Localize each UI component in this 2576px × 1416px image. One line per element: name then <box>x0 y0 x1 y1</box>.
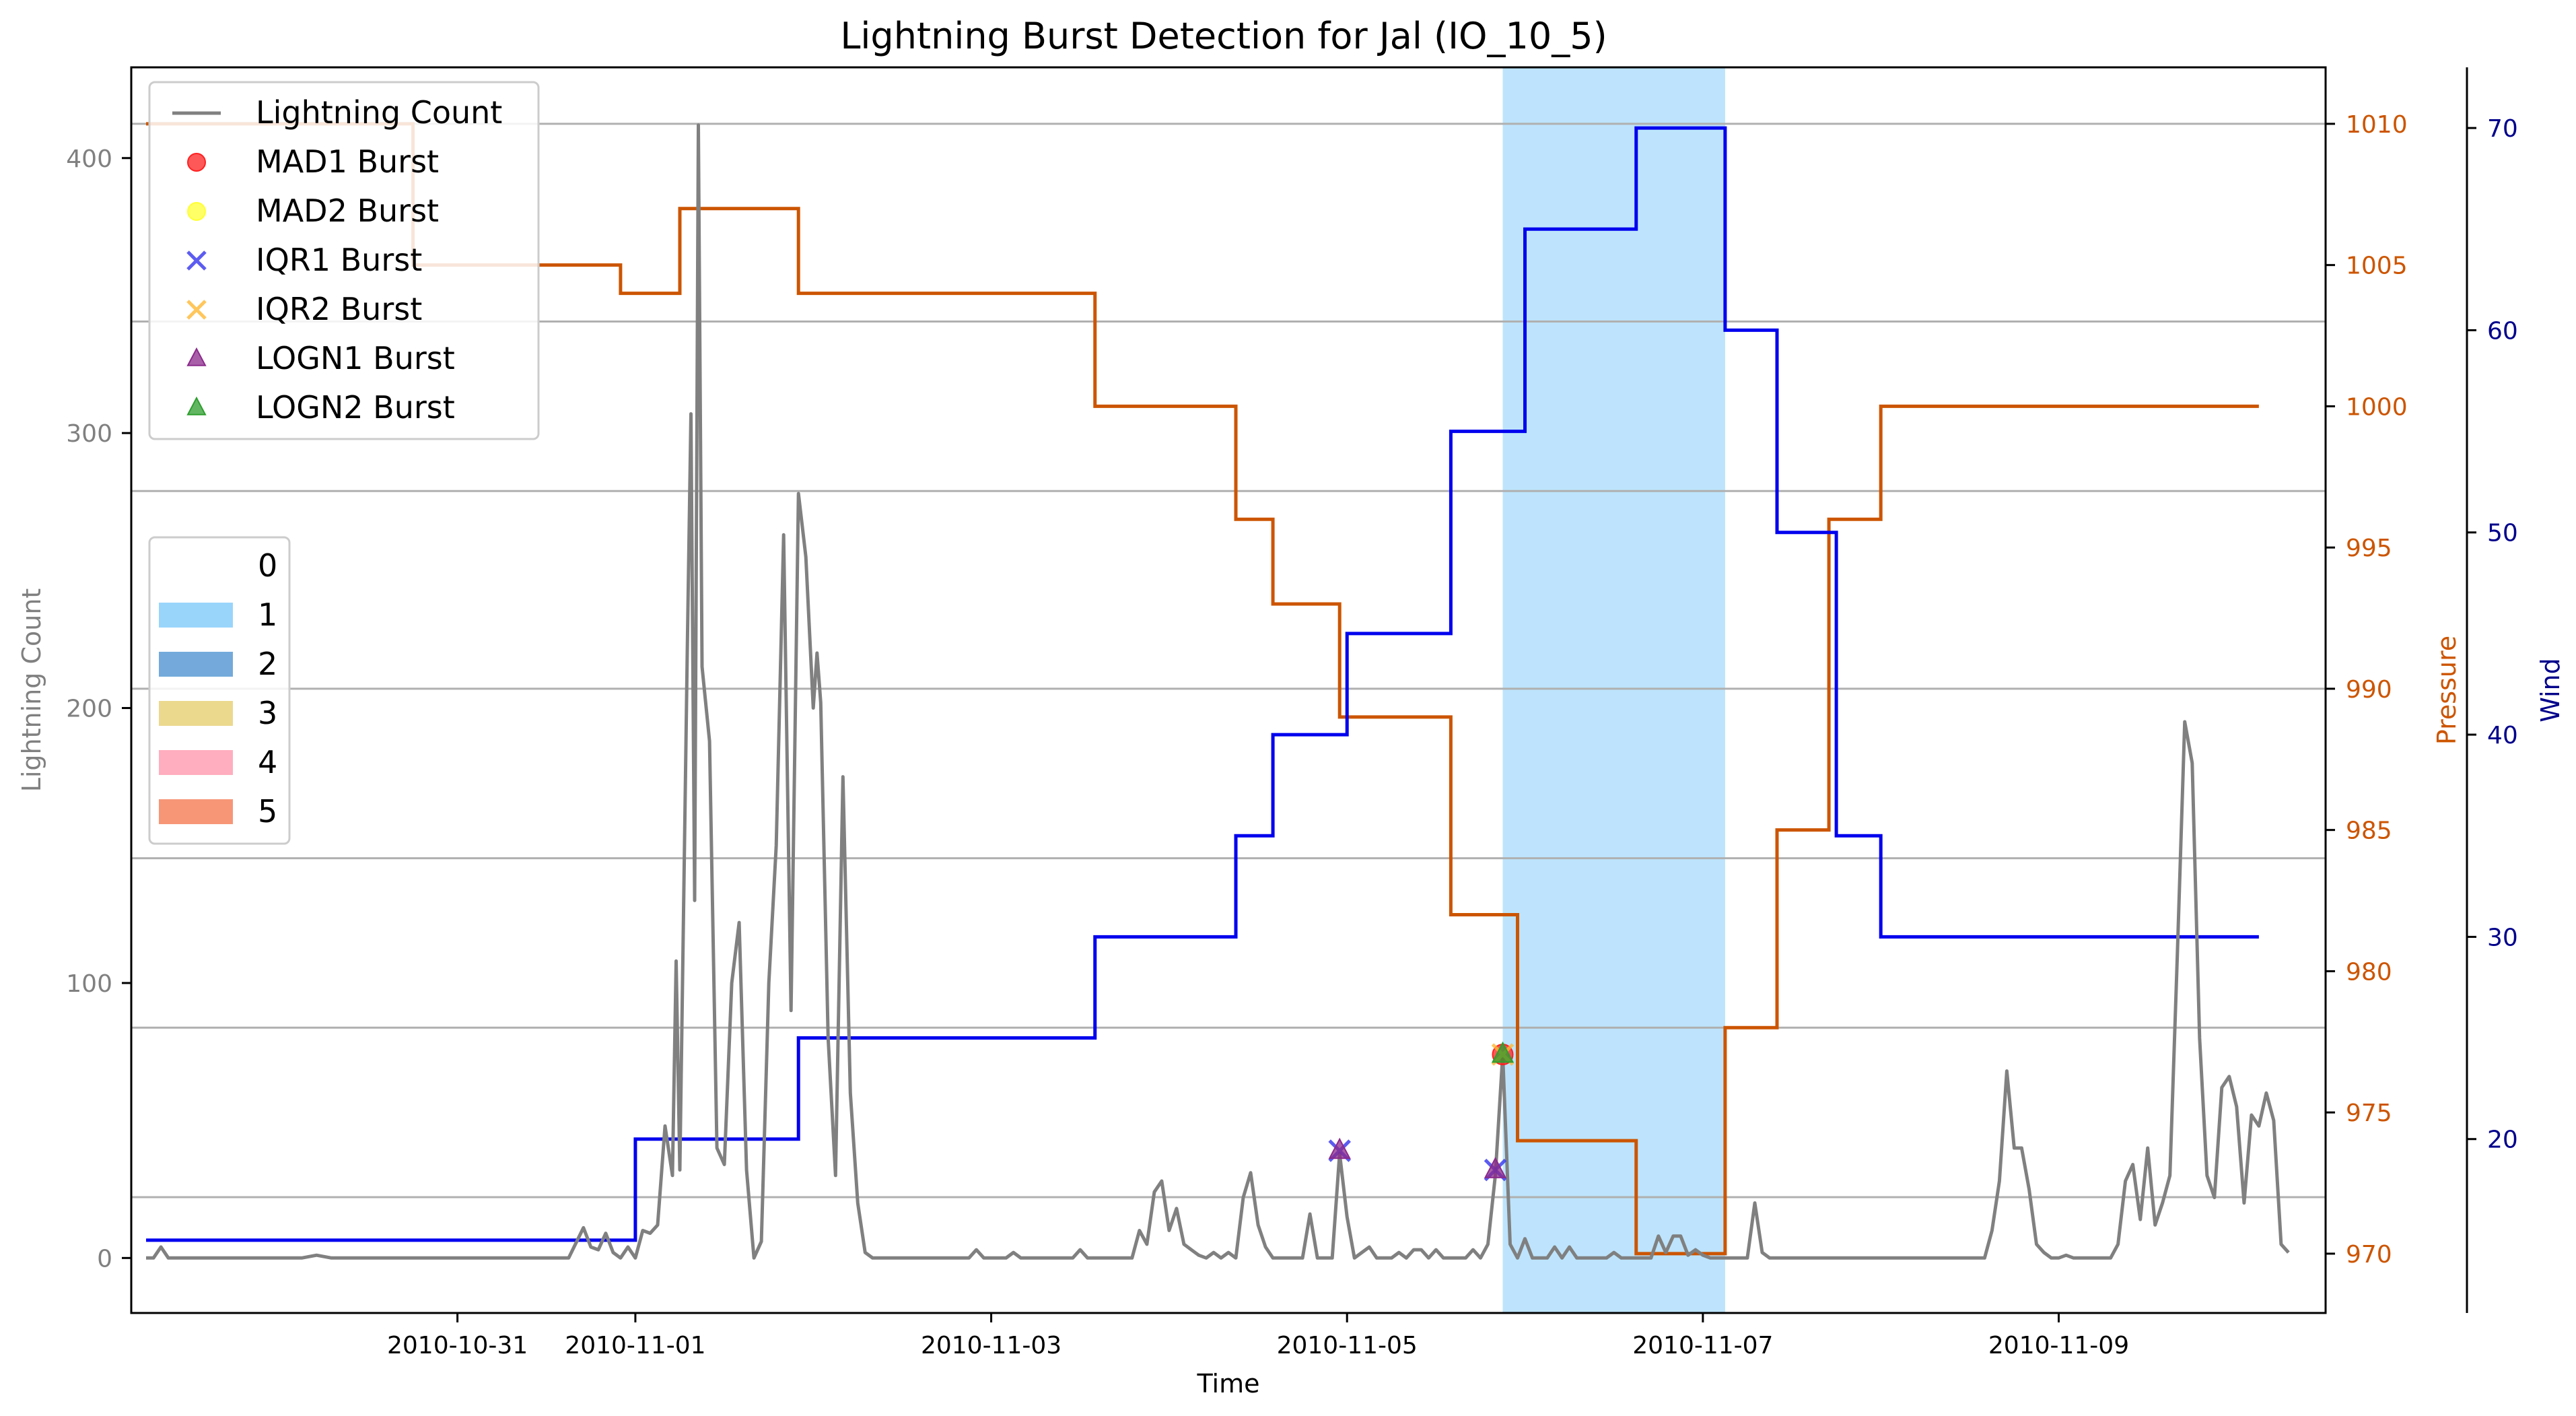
y-tick-label-wind: 40 <box>2487 722 2518 749</box>
legend-swatch <box>159 701 233 726</box>
y-tick-label-wind: 30 <box>2487 924 2518 951</box>
axes: 2010-10-31 2010-11-01 2010-11-03 2010-11-05… <box>66 111 2518 1359</box>
x-tick-label: 2010-10-31 <box>387 1332 528 1359</box>
lightning-count-line <box>146 123 2290 1260</box>
pressure-line <box>146 122 2259 1256</box>
legend-symbol <box>186 250 207 271</box>
x-tick-label: 2010-11-03 <box>921 1332 1061 1359</box>
legend-category-label: 3 <box>258 695 277 731</box>
y-tick-label-pressure: 995 <box>2346 535 2392 562</box>
burst-marker <box>1328 1137 1351 1159</box>
legend-category-label: 2 <box>258 646 277 682</box>
legend-series-label: MAD2 Burst <box>256 193 439 229</box>
y-tick-label-wind: 70 <box>2487 115 2518 143</box>
legend-series-label: Lightning Count <box>256 94 502 131</box>
legend-swatch <box>159 652 233 677</box>
legend-symbol <box>186 300 207 320</box>
legend-swatch <box>159 603 233 628</box>
y-tick-label-wind: 50 <box>2487 520 2518 547</box>
x-tick-label: 2010-11-07 <box>1632 1332 1773 1359</box>
legend-category-label: 0 <box>258 547 277 584</box>
y-tick-label-pressure: 980 <box>2346 958 2392 986</box>
series-legend-box <box>148 81 540 440</box>
y-tick-label-pressure: 990 <box>2346 676 2392 704</box>
category-spans <box>1502 67 1725 1313</box>
plot-frame <box>130 66 2327 1314</box>
y-tick-label-wind: 60 <box>2487 317 2518 345</box>
legend-series-label: IQR1 Burst <box>256 242 422 278</box>
series-lines <box>146 122 2290 1260</box>
x-tick-label: 2010-11-09 <box>1988 1332 2129 1359</box>
y-axis-label-pressure: Pressure <box>2432 636 2462 745</box>
y-tick-label-lightning: 0 <box>97 1245 112 1273</box>
wind-line <box>146 126 2259 1242</box>
burst-markers <box>1328 1041 1515 1182</box>
y-tick-label-lightning: 400 <box>66 145 112 173</box>
y-tick-label-pressure: 1000 <box>2346 393 2408 421</box>
legends: Lightning Count MAD1 Burst MAD2 Burst IQR1 … <box>148 81 540 845</box>
chart-title: Lightning Burst Detection for Jal (IO_10… <box>840 15 1607 57</box>
y-tick-label-lightning: 300 <box>66 420 112 448</box>
legend-symbol <box>187 153 206 172</box>
burst-marker <box>1484 1157 1507 1178</box>
y-tick-label-lightning: 200 <box>66 696 112 723</box>
category-span-1 <box>1502 67 1725 1313</box>
legend-category-label: 4 <box>258 744 277 780</box>
y-axis-label-wind: Wind <box>2536 658 2565 722</box>
legend-swatch <box>159 750 233 775</box>
x-tick-label: 2010-11-05 <box>1277 1332 1418 1359</box>
x-axis-label: Time <box>1197 1369 1260 1398</box>
legend-series-label: LOGN1 Burst <box>256 340 455 376</box>
legend-series-label: LOGN2 Burst <box>256 389 455 426</box>
y-tick-label-pressure: 975 <box>2346 1100 2392 1127</box>
legend-series-label: MAD1 Burst <box>256 143 439 180</box>
y-tick-label-pressure: 1005 <box>2346 252 2408 280</box>
x-tick-label: 2010-11-01 <box>565 1332 705 1359</box>
y-tick-label-wind: 20 <box>2487 1126 2518 1154</box>
category-legend: 0 1 2 3 4 5 <box>148 536 291 845</box>
legend-category-label: 5 <box>258 793 277 830</box>
y-tick-label-pressure: 1010 <box>2346 111 2408 139</box>
legend-symbol <box>186 347 207 366</box>
y-tick-label-lightning: 100 <box>66 970 112 998</box>
legend-swatch <box>159 799 233 824</box>
y-axis-label-lightning: Lightning Count <box>17 588 46 793</box>
legend-series-label: IQR2 Burst <box>256 291 422 327</box>
legend-symbol <box>187 202 206 221</box>
legend-symbol <box>186 396 207 415</box>
legend-category-label: 1 <box>258 597 277 633</box>
series-legend: Lightning Count MAD1 Burst MAD2 Burst IQR1 … <box>148 81 540 440</box>
burst-marker <box>1491 1041 1515 1063</box>
y-tick-label-pressure: 970 <box>2346 1241 2392 1269</box>
y-tick-label-pressure: 985 <box>2346 817 2392 845</box>
